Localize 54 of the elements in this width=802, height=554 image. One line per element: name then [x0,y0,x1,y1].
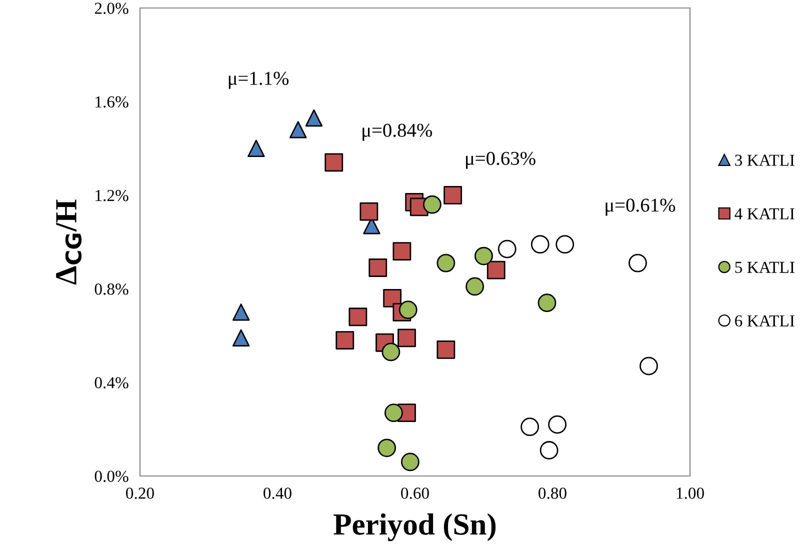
point [232,329,250,347]
point [474,246,493,266]
point [398,328,416,348]
point [360,202,378,221]
y-tick-label: 1.2% [96,190,128,202]
y-tick-label: 2.0% [94,2,128,14]
point [520,418,540,436]
y-tick-label: 0.4% [94,377,128,388]
x-tick-label: 0.60 [401,488,429,499]
point [466,277,484,296]
point [556,235,574,254]
legend-label: 6 KATLI [735,315,794,327]
point [640,356,658,376]
point [400,452,420,472]
legend-label: 5 KATLI [735,262,794,273]
y-tick-label: 0.0% [94,470,128,482]
x-tick-label: 1.00 [676,488,704,499]
x-tick-label: 0.20 [126,488,154,499]
point [305,109,323,127]
point [368,258,388,277]
annotation: μ=0.84% [362,124,432,141]
point [384,404,403,422]
annotation: μ=0.61% [606,198,676,216]
y-tick-label: 0.8% [94,284,128,295]
annotation: μ=1.1% [228,72,289,89]
point [248,140,265,158]
point [382,342,400,362]
point [336,331,354,350]
x-tick-label: 0.80 [538,488,566,499]
point [628,254,647,272]
point [548,415,567,434]
x-tick-label: 0.40 [264,488,292,499]
legend-label: 3 KATLI [735,154,794,166]
point [348,308,368,326]
point [422,195,442,214]
point [398,300,418,320]
x-axis-title: Periyod (Sn) [334,513,496,542]
point [436,340,456,359]
point [436,254,456,272]
annotation: μ=0.63% [466,152,536,169]
point [498,240,516,258]
legend-label: 4 KATLI [734,208,794,220]
point [538,294,556,312]
point [530,235,550,254]
point [444,186,462,204]
point [392,242,412,261]
point [324,153,344,172]
point [486,260,506,280]
point [378,438,396,458]
point [290,121,307,138]
y-tick-label: 1.6% [96,96,128,108]
point [540,441,558,460]
point [232,304,250,321]
y-axis-title: Δ$_{CG}$/H [56,200,82,285]
